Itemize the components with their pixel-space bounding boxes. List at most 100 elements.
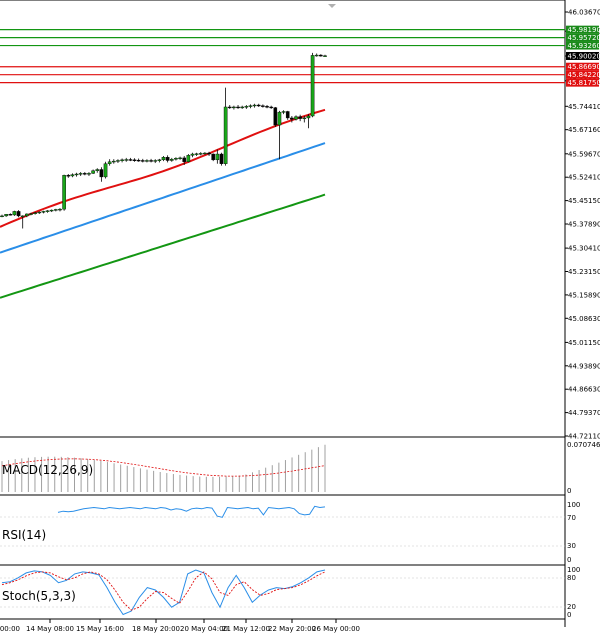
ma-red-line [0, 108, 326, 228]
rsi-panel: RSI(14) 100 70 30 0 [0, 501, 580, 564]
scroll-marker-icon[interactable] [328, 4, 336, 8]
macd-signal-line [1, 458, 326, 477]
level-tag-bg [566, 41, 599, 50]
stoch-tick-80: 80 [567, 574, 576, 582]
moving-averages [0, 108, 326, 299]
stoch-title: Stoch(5,3,3) [2, 589, 76, 603]
rsi-tick-30: 30 [567, 542, 576, 550]
time-tick-label: 15 May 16:00 [76, 625, 124, 633]
candle [227, 105, 232, 109]
candle [136, 158, 141, 162]
candle [174, 157, 178, 161]
candle [302, 116, 307, 123]
macd-tick-top: 0.070746 [567, 441, 600, 449]
candle [219, 152, 224, 166]
candle [314, 53, 319, 57]
candle [91, 169, 95, 175]
candle [169, 157, 174, 162]
price-tick-label: 45.30410 [568, 245, 600, 253]
candle [306, 114, 311, 129]
candle [124, 157, 129, 162]
level-tag-label: 45.98190 [568, 26, 600, 34]
candlesticks [0, 52, 327, 229]
candle [41, 210, 46, 214]
level-tag-label: 45.95720 [568, 34, 600, 42]
level-tag-bg [566, 70, 599, 79]
stoch-tick-20: 20 [567, 603, 576, 611]
candle [211, 153, 215, 162]
level-tag-bg [566, 51, 599, 60]
time-tick-label: 22 May 20:00 [268, 625, 316, 633]
candle [252, 103, 257, 108]
candle [165, 155, 170, 163]
candle [95, 168, 100, 173]
candle [62, 174, 66, 211]
candle [298, 114, 302, 122]
candle [74, 172, 79, 177]
candle [70, 173, 75, 178]
candle [232, 105, 236, 110]
rsi-tick-100: 100 [567, 501, 580, 509]
macd-histogram [1, 444, 326, 492]
candle [87, 172, 91, 176]
level-tag-label: 45.81750 [568, 79, 600, 87]
candle [140, 158, 145, 163]
rsi-line [57, 505, 326, 518]
candle [248, 104, 253, 109]
candle [4, 213, 8, 217]
candle [323, 54, 327, 58]
price-tick-label: 45.08630 [568, 315, 600, 323]
candle [33, 212, 37, 215]
candle [186, 154, 191, 163]
level-tag-label: 45.86690 [568, 63, 600, 71]
candle [25, 213, 29, 218]
price-tick-label: 45.15890 [568, 291, 600, 299]
candle [223, 87, 228, 166]
macd-tick-zero: 0 [567, 487, 571, 495]
candle [16, 210, 21, 218]
candle [132, 158, 137, 162]
stoch-tick-0: 0 [567, 611, 571, 619]
candle [256, 103, 261, 107]
candle [310, 52, 315, 118]
price-tick-label: 45.52410 [568, 174, 600, 182]
candle [319, 54, 323, 57]
candle [66, 174, 71, 178]
time-tick-label: 13 May 00:00 [0, 625, 20, 633]
candle [294, 115, 298, 121]
candle [244, 105, 249, 109]
candle [281, 110, 286, 115]
price-tick-label: 46.03670 [568, 9, 600, 17]
candle [29, 212, 33, 216]
level-tag-bg [566, 25, 599, 34]
candle [83, 172, 87, 176]
price-tick-label: 44.72110 [568, 433, 600, 441]
level-tag-label: 45.90020 [568, 52, 600, 60]
rsi-tick-0: 0 [567, 556, 571, 564]
candle [178, 156, 182, 160]
time-tick-label: 14 May 08:00 [26, 625, 74, 633]
time-tick-label: 20 May 04:00 [180, 625, 228, 633]
candle [12, 210, 17, 216]
candle [161, 155, 166, 162]
horizontal-levels [0, 29, 565, 84]
candle [261, 104, 265, 108]
stoch-signal-line [1, 571, 326, 611]
price-tick-label: 45.74410 [568, 103, 600, 111]
candle [112, 159, 116, 164]
candle [8, 213, 13, 216]
ma-blue-line [0, 142, 326, 254]
level-tag-label: 45.93260 [568, 42, 600, 50]
level-tag-bg [566, 62, 599, 71]
candle [157, 158, 162, 163]
ma-green-line [0, 193, 326, 299]
candle [54, 208, 58, 212]
candle [45, 210, 50, 213]
candle [37, 211, 42, 214]
candle [99, 167, 104, 182]
time-tick-label: 18 May 20:00 [132, 625, 180, 633]
price-tick-label: 45.01150 [568, 339, 600, 347]
